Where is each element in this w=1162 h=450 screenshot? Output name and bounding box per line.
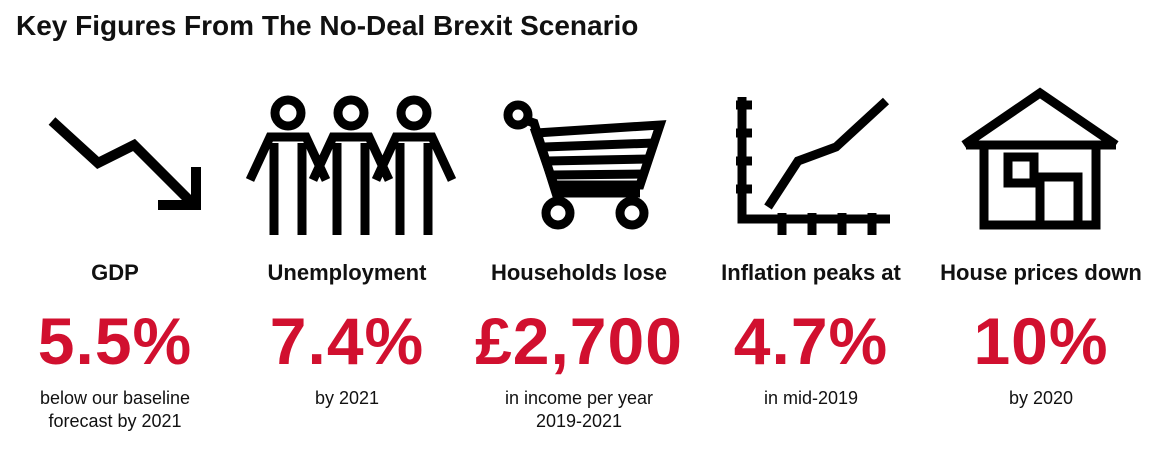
figure-description: below our baseline forecast by 2021 xyxy=(39,388,191,431)
people-group-icon xyxy=(232,85,462,245)
figure-value: 4.7% xyxy=(733,304,889,378)
figure-value: £2,700 xyxy=(475,304,683,378)
figure-description: in income per year 2019-2021 xyxy=(504,388,654,431)
figure-description: by 2021 xyxy=(314,388,380,408)
shopping-cart-icon xyxy=(464,85,694,245)
figure-description: in mid-2019 xyxy=(763,388,859,408)
figure-label: Unemployment xyxy=(267,260,427,285)
figure-value: 7.4% xyxy=(269,304,425,378)
figure-description: by 2020 xyxy=(1008,388,1074,408)
rising-line-chart-icon xyxy=(696,85,926,245)
figure-inflation: Inflation peaks at 4.7% in mid-2019 xyxy=(696,85,926,445)
figure-households: Households lose £2,700 in income per yea… xyxy=(464,85,694,445)
house-icon xyxy=(926,85,1156,245)
figure-label: Inflation peaks at xyxy=(721,260,901,285)
figure-label: GDP xyxy=(91,260,139,285)
figure-label: House prices down xyxy=(940,260,1142,285)
figure-label: Households lose xyxy=(490,260,668,285)
figure-value: 10% xyxy=(973,304,1109,378)
figure-house-prices: House prices down 10% by 2020 xyxy=(926,85,1156,445)
figure-value: 5.5% xyxy=(37,304,193,378)
page-title: Key Figures From The No-Deal Brexit Scen… xyxy=(16,10,639,41)
figure-gdp: GDP 5.5% below our baseline forecast by … xyxy=(0,85,230,445)
downward-trend-arrow-icon xyxy=(0,85,230,245)
figure-unemployment: Unemployment 7.4% by 2021 xyxy=(232,85,462,445)
